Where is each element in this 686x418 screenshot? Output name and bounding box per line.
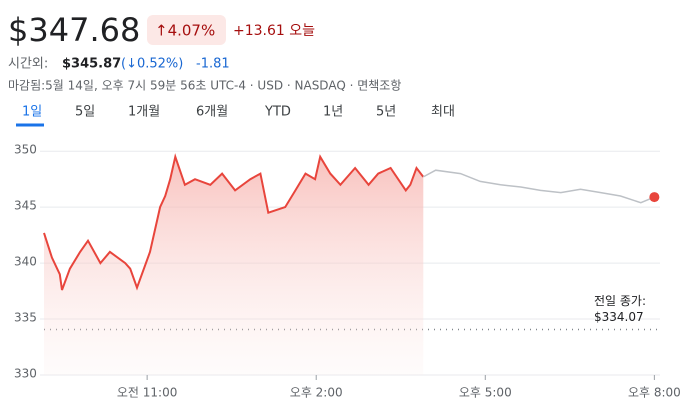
after-hours-percent: (↓0.52%) [121, 57, 183, 72]
area [44, 156, 424, 375]
price-line [422, 169, 655, 204]
x-tick-label: 오후 2:00 [290, 386, 343, 400]
y-tick-label: 350 [14, 143, 37, 157]
range-tab[interactable]: 1일 [22, 105, 42, 120]
x-tick-label: 오후 5:00 [459, 386, 512, 400]
y-tick-label: 335 [14, 311, 37, 325]
change-percent: ↑4.07% [155, 22, 215, 40]
change-badge [147, 15, 226, 45]
previous-close-title: 전일 종가: [594, 294, 646, 308]
range-tab[interactable]: 최대 [431, 105, 455, 120]
range-tab[interactable]: 1년 [323, 105, 343, 120]
change-today: +13.61 오늘 [233, 23, 315, 39]
range-tab[interactable]: 6개월 [196, 105, 228, 120]
status: 마감됨:5월 14일, 오후 7시 59분 56초 UTC-4 · USD · … [8, 78, 401, 93]
x-tick-label: 오전 11:00 [117, 386, 177, 400]
after-hours-price: $345.87 [62, 57, 121, 72]
y-tick-label: 340 [14, 255, 37, 269]
after-hours-label: 시간외: [8, 57, 48, 72]
range-tab[interactable]: 1개월 [128, 105, 160, 120]
x-tick-label: 오후 8:00 [628, 386, 681, 400]
range-tab[interactable]: 5년 [376, 105, 396, 120]
price-line [43, 153, 425, 291]
after-hours-change: -1.81 [196, 57, 230, 72]
plot: 330 335 340 345 350 오전 11:00 오후 2:00 오후 5:00 오후 … [14, 143, 681, 400]
end-dot [649, 192, 660, 203]
y-tick-label: 330 [14, 367, 37, 381]
previous-close-label: $334.07 [594, 310, 644, 324]
range-tab[interactable]: 5일 [75, 105, 95, 120]
range-tabs: 1일 5일 1개월 6개월 YTD 1년 5년 최대 [22, 105, 455, 120]
y-tick-label: 345 [14, 199, 37, 213]
range-tab[interactable]: YTD [264, 105, 291, 120]
price: $347.68 [8, 11, 140, 49]
